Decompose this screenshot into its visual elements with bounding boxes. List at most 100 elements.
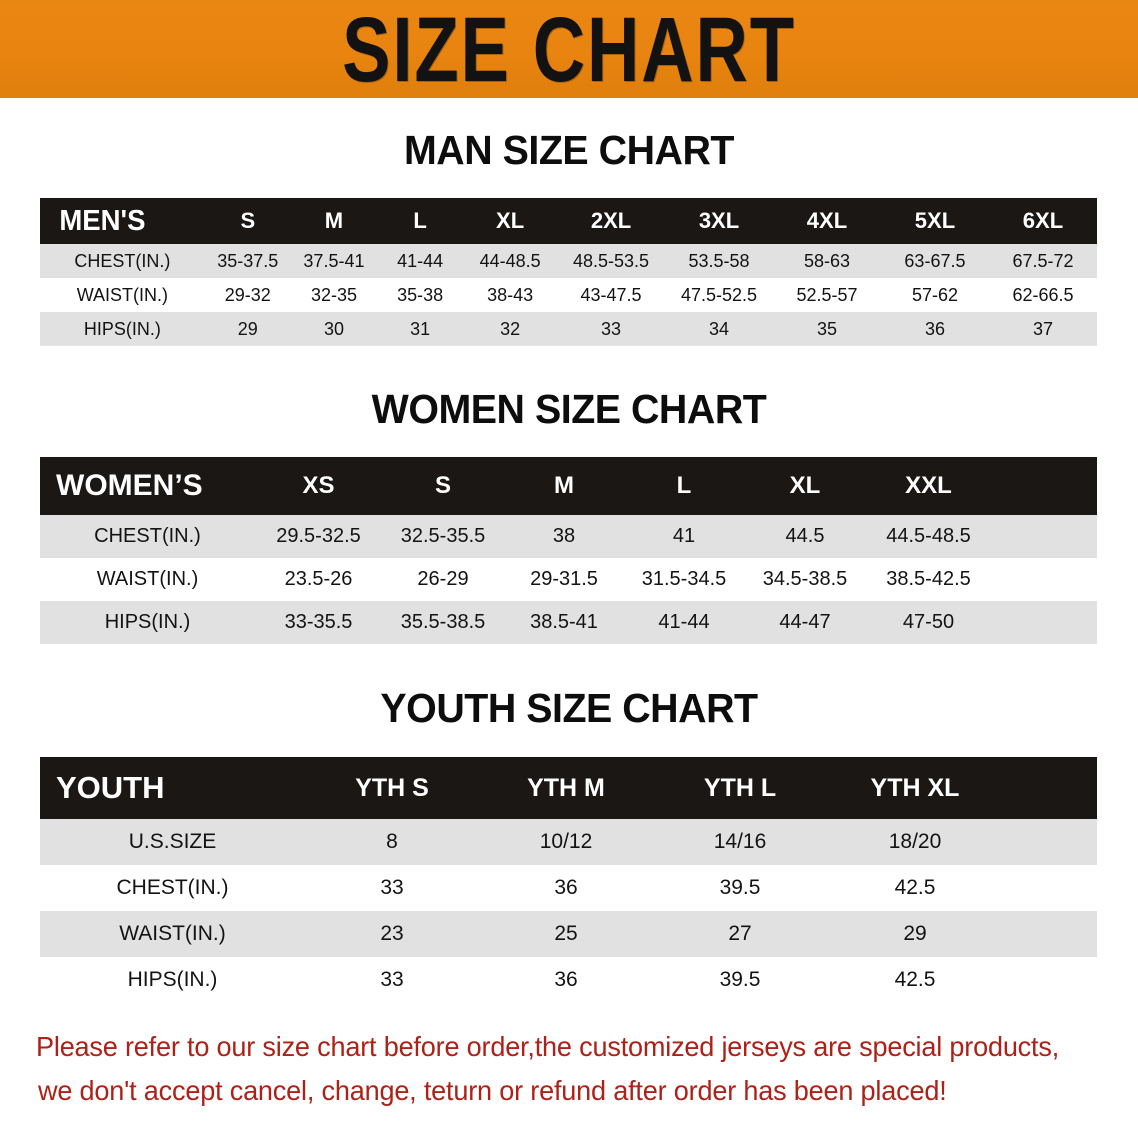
man-size-col-6: 4XL <box>806 208 848 233</box>
man-size-table: MEN'S S M L XL 2XL 3XL 4XL 5XL 6XL CHEST… <box>40 198 1097 346</box>
table-row: WAIST(IN.) 23 25 27 29 <box>40 911 1097 957</box>
man-waist-s: 29-32 <box>224 284 271 305</box>
women-waist-l: 31.5-34.5 <box>641 568 727 590</box>
youth-row-spacer <box>1003 957 1097 1003</box>
women-waist-xl: 34.5-38.5 <box>762 568 848 590</box>
women-size-col-2: M <box>554 472 574 499</box>
man-chest-l: 41-44 <box>397 250 444 271</box>
youth-waist-yth-s: 23 <box>380 922 404 945</box>
women-size-col-5: XXL <box>905 472 952 499</box>
man-hips-3xl: 34 <box>708 318 729 339</box>
man-size-col-8: 6XL <box>1022 208 1064 233</box>
man-hips-xl: 32 <box>500 318 521 339</box>
man-size-table-wrap: MEN'S S M L XL 2XL 3XL 4XL 5XL 6XL CHEST… <box>40 198 1097 346</box>
youth-size-col-2: YTH L <box>703 773 777 802</box>
man-row-label-waist: WAIST(IN.) <box>76 284 169 305</box>
man-chest-m: 37.5-41 <box>303 250 365 271</box>
youth-ussize-yth-l: 14/16 <box>713 830 767 853</box>
youth-waist-yth-xl: 29 <box>903 922 927 945</box>
youth-row-label-hips: HIPS(IN.) <box>127 968 218 991</box>
page-banner: SIZE CHART <box>0 0 1138 98</box>
youth-size-table: YOUTH YTH S YTH M YTH L YTH XL U.S.SIZE … <box>40 757 1097 1003</box>
table-row: HIPS(IN.) 33 36 39.5 42.5 <box>40 957 1097 1003</box>
women-hips-s: 35.5-38.5 <box>400 611 486 633</box>
man-waist-6xl: 62-66.5 <box>1012 284 1074 305</box>
youth-waist-yth-m: 25 <box>554 922 578 945</box>
order-policy-note-line-2: we don't accept cancel, change, teturn o… <box>37 1075 947 1106</box>
man-waist-4xl: 52.5-57 <box>796 284 858 305</box>
women-row-spacer <box>991 601 1097 644</box>
youth-chest-yth-l: 39.5 <box>719 876 761 899</box>
man-chest-4xl: 58-63 <box>803 250 850 271</box>
women-size-col-0: XS <box>302 472 335 499</box>
women-chest-xl: 44.5 <box>785 525 825 547</box>
man-hips-5xl: 36 <box>924 318 945 339</box>
man-size-col-5: 3XL <box>698 208 740 233</box>
man-row-label-hips: HIPS(IN.) <box>83 318 161 339</box>
man-waist-2xl: 43-47.5 <box>580 284 642 305</box>
women-size-col-4: XL <box>789 472 821 499</box>
youth-ussize-yth-xl: 18/20 <box>888 830 942 853</box>
man-waist-xl: 38-43 <box>487 284 534 305</box>
youth-hips-yth-m: 36 <box>554 968 578 991</box>
youth-row-spacer <box>1003 911 1097 957</box>
women-hips-xl: 44-47 <box>779 611 831 633</box>
women-row-label-chest: CHEST(IN.) <box>94 525 201 547</box>
man-chest-6xl: 67.5-72 <box>1012 250 1074 271</box>
man-corner-label: MEN'S <box>59 204 146 237</box>
man-chest-5xl: 63-67.5 <box>904 250 966 271</box>
women-table-header-row: WOMEN’S XS S M L XL XXL <box>40 457 1097 515</box>
table-row: WAIST(IN.) 23.5-26 26-29 29-31.5 31.5-34… <box>40 558 1097 601</box>
order-policy-note-line-1: Please refer to our size chart before or… <box>36 1031 1060 1062</box>
youth-hips-yth-s: 33 <box>380 968 404 991</box>
man-chest-3xl: 53.5-58 <box>688 250 750 271</box>
man-hips-s: 29 <box>237 318 258 339</box>
man-hips-m: 30 <box>323 318 344 339</box>
women-corner-label: WOMEN’S <box>56 469 203 502</box>
youth-row-spacer <box>1003 865 1097 911</box>
women-header-spacer <box>991 457 1097 515</box>
man-section-title: MAN SIZE CHART <box>403 127 734 173</box>
women-hips-l: 41-44 <box>658 611 710 633</box>
women-section-title: WOMEN SIZE CHART <box>371 386 767 432</box>
women-waist-m: 29-31.5 <box>530 568 598 590</box>
youth-size-col-0: YTH S <box>355 773 429 802</box>
man-hips-l: 31 <box>410 318 431 339</box>
youth-section-title: YOUTH SIZE CHART <box>380 685 758 731</box>
table-row: U.S.SIZE 8 10/12 14/16 18/20 <box>40 819 1097 865</box>
man-chest-2xl: 48.5-53.5 <box>572 250 650 271</box>
women-hips-m: 38.5-41 <box>530 611 598 633</box>
women-size-col-3: L <box>676 472 692 499</box>
youth-ussize-yth-m: 10/12 <box>539 830 593 853</box>
youth-row-spacer <box>1003 819 1097 865</box>
man-waist-l: 35-38 <box>397 284 444 305</box>
women-waist-s: 26-29 <box>417 568 469 590</box>
women-row-label-hips: HIPS(IN.) <box>104 611 191 633</box>
table-row: CHEST(IN.) 35-37.5 37.5-41 41-44 44-48.5… <box>40 244 1097 278</box>
youth-chest-yth-xl: 42.5 <box>894 876 936 899</box>
youth-hips-yth-xl: 42.5 <box>894 968 936 991</box>
youth-ussize-yth-s: 8 <box>386 830 398 853</box>
man-size-col-0: S <box>240 208 256 233</box>
youth-size-col-3: YTH XL <box>870 773 960 802</box>
youth-waist-yth-l: 27 <box>728 922 752 945</box>
youth-corner-label: YOUTH <box>56 770 165 805</box>
page-title: SIZE CHART <box>342 0 796 98</box>
man-hips-6xl: 37 <box>1032 318 1053 339</box>
women-waist-xs: 23.5-26 <box>284 568 353 590</box>
man-size-col-2: L <box>413 208 427 233</box>
youth-row-label-us-size: U.S.SIZE <box>128 830 217 853</box>
women-row-label-waist: WAIST(IN.) <box>96 568 199 590</box>
women-size-table: WOMEN’S XS S M L XL XXL CHEST(IN.) 29.5-… <box>40 457 1097 644</box>
women-chest-xxl: 44.5-48.5 <box>886 525 971 547</box>
women-row-spacer <box>991 558 1097 601</box>
women-chest-s: 32.5-35.5 <box>400 525 486 547</box>
youth-size-col-1: YTH M <box>527 773 605 802</box>
man-waist-m: 32-35 <box>310 284 357 305</box>
table-row: WAIST(IN.) 29-32 32-35 35-38 38-43 43-47… <box>40 278 1097 312</box>
man-row-label-chest: CHEST(IN.) <box>74 250 171 271</box>
man-waist-3xl: 47.5-52.5 <box>680 284 758 305</box>
women-chest-m: 38 <box>552 525 576 547</box>
table-row: HIPS(IN.) 29 30 31 32 33 34 35 36 37 <box>40 312 1097 346</box>
table-row: CHEST(IN.) 29.5-32.5 32.5-35.5 38 41 44.… <box>40 515 1097 558</box>
